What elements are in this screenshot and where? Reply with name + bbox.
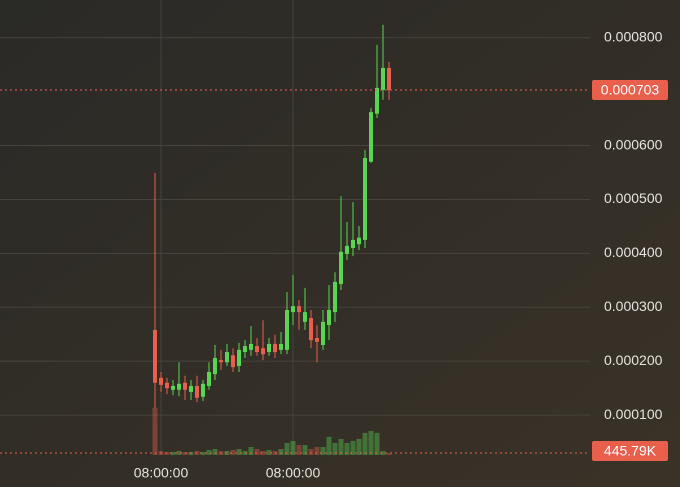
- candle-body: [219, 360, 223, 363]
- volume-bar: [266, 449, 272, 455]
- candle-body: [315, 338, 319, 342]
- candle-body: [345, 245, 349, 254]
- volume-bar: [254, 448, 260, 455]
- volume-bar: [338, 438, 344, 455]
- volume-bar: [362, 432, 368, 455]
- candle-body: [327, 309, 331, 326]
- volume-bar: [206, 449, 212, 455]
- volume-bar: [380, 450, 386, 455]
- candle-body: [267, 343, 271, 353]
- x-tick-label: 08:00:00: [266, 465, 321, 481]
- volume-bar: [188, 451, 194, 455]
- candle-body: [321, 321, 325, 346]
- volume-bar: [284, 442, 290, 455]
- candle-body: [255, 346, 259, 353]
- candle-body: [369, 112, 373, 162]
- y-tick-label: 0.000500: [604, 190, 663, 206]
- volume-bar: [374, 432, 380, 455]
- volume-bar: [332, 442, 338, 455]
- y-tick-label: 0.000100: [604, 406, 663, 422]
- candle-body: [207, 371, 211, 386]
- candle-body: [297, 306, 301, 313]
- volume-bar: [302, 444, 308, 455]
- volume-bar: [278, 448, 284, 455]
- candle-body: [387, 67, 391, 91]
- volume-bar: [326, 436, 332, 455]
- candle-body: [291, 306, 295, 313]
- last-price-label: 0.000703: [601, 82, 660, 98]
- candle-body: [237, 349, 241, 367]
- candle-body: [303, 312, 307, 322]
- volume-bar: [170, 451, 176, 455]
- candle-body: [273, 343, 277, 353]
- y-tick-label: 0.000800: [604, 28, 663, 44]
- volume-bar: [248, 446, 254, 455]
- candle-body: [249, 343, 253, 350]
- volume-bar: [368, 430, 374, 455]
- candle-body: [165, 382, 169, 389]
- volume-bar: [176, 450, 182, 455]
- volume-bar: [164, 451, 170, 455]
- y-tick-label: 0.000300: [604, 298, 663, 314]
- candle-body: [213, 357, 217, 375]
- candle-body: [339, 251, 343, 285]
- candle-body: [201, 383, 205, 397]
- volume-bar: [260, 450, 266, 455]
- volume-bar: [290, 440, 296, 455]
- y-tick-label: 0.000600: [604, 136, 663, 152]
- volume-bar: [212, 448, 218, 455]
- candle-body: [231, 355, 235, 368]
- candle-body: [225, 352, 229, 363]
- volume-bar: [236, 448, 242, 455]
- last-price-badge: [592, 80, 668, 101]
- volume-bar: [350, 440, 356, 455]
- candle-body: [351, 239, 355, 248]
- candle-body: [243, 346, 247, 353]
- volume-bar: [320, 446, 326, 455]
- candle-body: [261, 348, 265, 355]
- candle-body: [375, 87, 379, 114]
- candle-body: [279, 343, 283, 350]
- candle-body: [171, 385, 175, 390]
- volume-bar: [230, 449, 236, 455]
- candle-body: [159, 377, 163, 385]
- candle-body: [363, 157, 367, 240]
- candle-body: [285, 309, 289, 350]
- candle-body: [153, 329, 157, 383]
- volume-bar: [356, 438, 362, 455]
- volume-bar: [344, 442, 350, 455]
- volume-bar: [200, 451, 206, 455]
- candle-body: [381, 67, 385, 91]
- volume-bar: [308, 448, 314, 455]
- candle-body: [189, 385, 193, 392]
- volume-bar: [314, 446, 320, 455]
- volume-bar: [296, 444, 302, 455]
- volume-bar: [152, 407, 158, 455]
- y-tick-label: 0.000200: [604, 352, 663, 368]
- candle-body: [333, 281, 337, 313]
- candle-body: [195, 385, 199, 398]
- x-tick-label: 08:00:00: [134, 465, 189, 481]
- volume-badge: [592, 440, 668, 461]
- candle-body: [357, 237, 361, 245]
- volume-label: 445.79K: [604, 443, 657, 459]
- candle-body: [177, 383, 181, 390]
- candle-body: [183, 382, 187, 390]
- candle-body: [309, 318, 313, 341]
- y-tick-label: 0.000400: [604, 244, 663, 260]
- volume-bar: [386, 452, 392, 455]
- volume-bar: [182, 451, 188, 455]
